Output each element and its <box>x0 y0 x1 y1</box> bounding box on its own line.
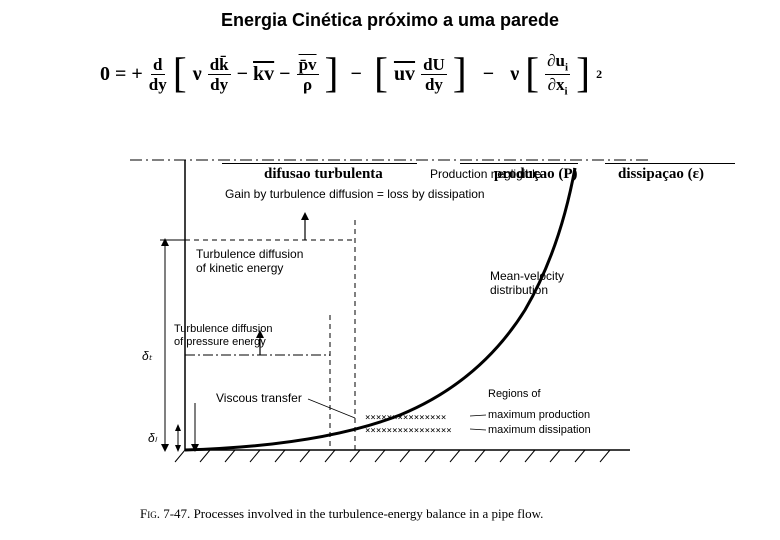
gain-loss-label: Gain by turbulence diffusion = loss by d… <box>225 187 485 201</box>
caption-text: Processes involved in the turbulence-ene… <box>194 506 544 521</box>
press-l2: of pressure energy <box>174 336 266 348</box>
eq-nu2: ν <box>510 63 519 86</box>
press-l1: Turbulence diffusion <box>174 323 272 335</box>
delta-t: δₜ <box>142 349 153 363</box>
svg-text:××××××××××××××××: ×××××××××××××××× <box>365 426 452 436</box>
kin-l2: of kinetic energy <box>196 261 283 275</box>
eq-uv: uv <box>394 63 415 86</box>
meanvel-l2: distribution <box>490 283 548 297</box>
eq-dxi: ∂x <box>548 75 565 94</box>
reg-l1: Regions of <box>488 388 542 400</box>
mean-velocity-curve <box>185 168 575 450</box>
eq-dy3: dy <box>425 75 443 93</box>
eq-sub2: i <box>565 86 568 98</box>
prod-neg-label: Production negligible <box>430 167 542 181</box>
max-dissip-row: ×××××××××××××××× <box>365 426 452 436</box>
eq-nu: ν <box>193 63 202 86</box>
meanvel-l1: Mean-velocity <box>490 269 564 283</box>
reg-l2: maximum production <box>488 409 590 421</box>
reg-l3: maximum dissipation <box>488 424 591 436</box>
svg-text:×××××××××××××××: ××××××××××××××× <box>365 413 446 423</box>
eq-kv: kv <box>253 63 274 85</box>
delta-l: δₗ <box>148 431 158 445</box>
eq-pv: p̄v <box>297 56 319 75</box>
figure-caption: Fig. 7-47. Processes involved in the tur… <box>140 506 640 522</box>
max-prod-row: ××××××××××××××× <box>365 413 446 423</box>
caption-figno: Fig. 7-47. <box>140 506 190 521</box>
eq-dy2: dy <box>210 75 228 93</box>
eq-dy: dy <box>149 75 167 93</box>
eq-dk: dk̄ <box>208 56 231 75</box>
page-title: Energia Cinética próximo a uma parede <box>0 10 780 31</box>
eq-lhs: 0 = + <box>100 63 143 86</box>
visc: Viscous transfer <box>216 391 302 405</box>
eq-dui: ∂u <box>547 51 565 70</box>
eq-dU: dU <box>421 56 447 75</box>
equation: 0 = + d dy [ ν dk̄ dy − kv − p̄v ρ ] − [… <box>100 52 680 138</box>
kin-l1: Turbulence diffusion <box>196 247 303 261</box>
eq-sub1: i <box>565 61 568 73</box>
figure: Production negligible Gain by turbulence… <box>130 150 650 490</box>
eq-d: d <box>151 56 164 75</box>
eq-exp2: 2 <box>596 67 602 82</box>
eq-rho: ρ <box>303 75 312 93</box>
wall-hatch <box>175 450 610 462</box>
